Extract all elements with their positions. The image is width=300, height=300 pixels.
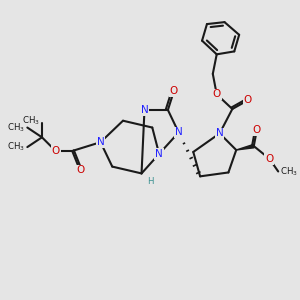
Text: N: N bbox=[97, 137, 104, 147]
Text: H: H bbox=[147, 177, 154, 186]
Polygon shape bbox=[236, 144, 254, 150]
Text: O: O bbox=[52, 146, 60, 156]
Text: CH$_3$: CH$_3$ bbox=[22, 115, 40, 127]
Text: O: O bbox=[169, 86, 178, 96]
Text: N: N bbox=[216, 128, 224, 138]
Text: O: O bbox=[244, 95, 252, 105]
Text: CH$_3$: CH$_3$ bbox=[280, 165, 298, 178]
Text: O: O bbox=[213, 89, 221, 99]
Text: N: N bbox=[141, 105, 148, 115]
Text: CH$_3$: CH$_3$ bbox=[8, 141, 26, 153]
Text: O: O bbox=[253, 125, 261, 136]
Text: N: N bbox=[175, 128, 182, 137]
Text: O: O bbox=[265, 154, 274, 164]
Text: CH$_3$: CH$_3$ bbox=[8, 121, 26, 134]
Text: O: O bbox=[76, 166, 84, 176]
Text: N: N bbox=[155, 149, 163, 159]
